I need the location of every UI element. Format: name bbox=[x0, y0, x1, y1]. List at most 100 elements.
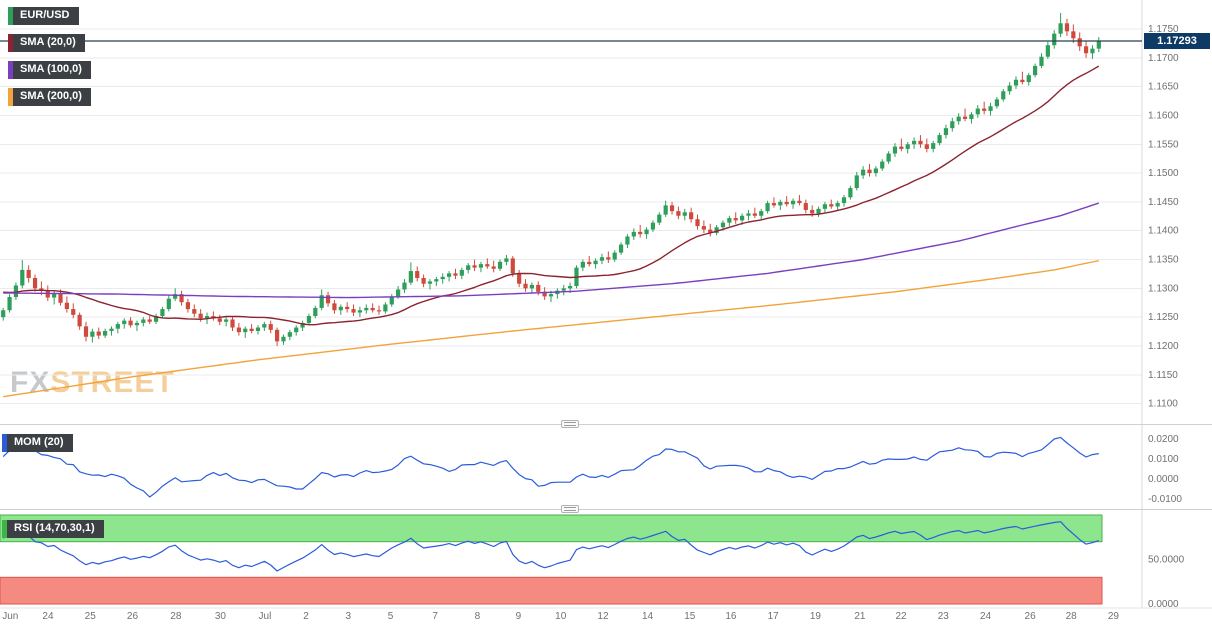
rsi-axis-label: 50.0000 bbox=[1148, 555, 1185, 566]
x-axis-label: 30 bbox=[215, 611, 227, 622]
candle-body bbox=[287, 332, 292, 337]
candle-body bbox=[90, 331, 95, 337]
x-axis-label: 26 bbox=[127, 611, 139, 622]
candle-body bbox=[950, 121, 955, 129]
candle-body bbox=[886, 153, 891, 162]
price-axis-label: 1.1300 bbox=[1148, 283, 1179, 294]
candle-body bbox=[115, 324, 120, 329]
price-axis-label: 1.1750 bbox=[1148, 24, 1179, 35]
rsi-oversold-band bbox=[0, 576, 1103, 605]
candle-body bbox=[956, 116, 961, 122]
candle-body bbox=[370, 307, 375, 311]
candle-body bbox=[1, 310, 6, 318]
candle-body bbox=[816, 208, 821, 214]
candle-body bbox=[1045, 45, 1050, 57]
candle-body bbox=[733, 218, 738, 221]
candle-body bbox=[568, 286, 573, 289]
sma20-line bbox=[3, 65, 1100, 326]
candle-body bbox=[905, 144, 910, 149]
candle-body bbox=[243, 328, 248, 333]
x-axis-label: 28 bbox=[1066, 611, 1078, 622]
mom-indicator-badge[interactable]: MOM (20) bbox=[2, 434, 73, 452]
candle-body bbox=[262, 324, 267, 328]
candle-body bbox=[1007, 85, 1012, 92]
candle-body bbox=[752, 213, 757, 216]
candle-body bbox=[83, 326, 89, 337]
candle-body bbox=[45, 290, 50, 298]
candle-body bbox=[294, 327, 299, 333]
candle-body bbox=[529, 284, 534, 289]
legend-sma-20[interactable]: SMA (20,0) bbox=[8, 34, 85, 52]
candle-body bbox=[224, 319, 229, 322]
last-price-badge: 1.17293 bbox=[1144, 32, 1210, 49]
candle-body bbox=[517, 273, 522, 284]
candle-body bbox=[599, 257, 605, 261]
candle-body bbox=[969, 114, 974, 119]
candle-body bbox=[160, 309, 165, 317]
separator-drag-handle-icon[interactable] bbox=[561, 420, 579, 428]
x-axis-label: 26 bbox=[1025, 611, 1037, 622]
candle-body bbox=[790, 200, 796, 205]
candle-body bbox=[421, 277, 426, 284]
candle-body bbox=[778, 201, 783, 206]
x-axis-label: 19 bbox=[810, 611, 822, 622]
candle-body bbox=[924, 144, 929, 149]
price-axis-label: 1.1450 bbox=[1148, 197, 1179, 208]
candle-body bbox=[1077, 38, 1082, 47]
candle-body bbox=[784, 201, 789, 205]
candle-body bbox=[364, 307, 369, 311]
x-axis-label: 28 bbox=[170, 611, 182, 622]
candle-body bbox=[612, 252, 617, 260]
rsi-label: RSI (14,70,30,1) bbox=[14, 522, 95, 534]
candle-body bbox=[466, 265, 471, 270]
candle-body bbox=[759, 211, 764, 216]
x-axis-label: 24 bbox=[980, 611, 992, 622]
price-axis-label: 1.1700 bbox=[1148, 53, 1179, 64]
candle-body bbox=[797, 200, 802, 204]
candle-body bbox=[975, 108, 980, 115]
separator-drag-handle-icon[interactable] bbox=[561, 505, 579, 513]
candle-body bbox=[994, 99, 999, 107]
candle-body bbox=[39, 288, 44, 291]
candle-body bbox=[332, 303, 337, 311]
candle-body bbox=[1090, 48, 1095, 54]
candle-body bbox=[497, 261, 503, 269]
candle-body bbox=[453, 273, 458, 276]
candle-body bbox=[689, 212, 694, 220]
candle-body bbox=[376, 310, 382, 312]
candle-body bbox=[822, 204, 828, 209]
candle-body bbox=[943, 128, 949, 136]
candle-body bbox=[440, 276, 445, 280]
candle-body bbox=[803, 203, 808, 210]
candle-body bbox=[587, 261, 592, 265]
candle-body bbox=[841, 197, 847, 204]
candle-body bbox=[389, 296, 394, 305]
fxstreet-watermark: FXSTREET bbox=[10, 366, 175, 400]
candle-body bbox=[593, 260, 598, 265]
candle-body bbox=[899, 146, 904, 149]
candle-body bbox=[13, 285, 19, 297]
candle-body bbox=[536, 284, 541, 292]
candle-body bbox=[459, 269, 464, 276]
mom-label: MOM (20) bbox=[14, 436, 64, 448]
sma100-label: SMA (100,0) bbox=[20, 63, 82, 75]
candle-body bbox=[663, 205, 668, 215]
candle-body bbox=[676, 211, 681, 216]
rsi-indicator-badge[interactable]: RSI (14,70,30,1) bbox=[2, 520, 104, 538]
candle-body bbox=[185, 302, 191, 310]
legend-symbol-eurusd[interactable]: EUR/USD bbox=[8, 7, 79, 25]
x-axis-label: 15 bbox=[684, 611, 696, 622]
candle-body bbox=[446, 273, 452, 277]
candle-body bbox=[249, 328, 254, 331]
candle-body bbox=[351, 309, 356, 313]
candle-body bbox=[720, 222, 726, 228]
candle-body bbox=[166, 298, 171, 310]
price-axis-label: 1.1250 bbox=[1148, 312, 1179, 323]
sma200-line bbox=[3, 260, 1099, 398]
candle-body bbox=[32, 277, 38, 289]
legend-sma-100[interactable]: SMA (100,0) bbox=[8, 61, 91, 79]
candle-body bbox=[695, 219, 700, 227]
candle-body bbox=[542, 291, 547, 297]
legend-sma-200[interactable]: SMA (200,0) bbox=[8, 88, 91, 106]
